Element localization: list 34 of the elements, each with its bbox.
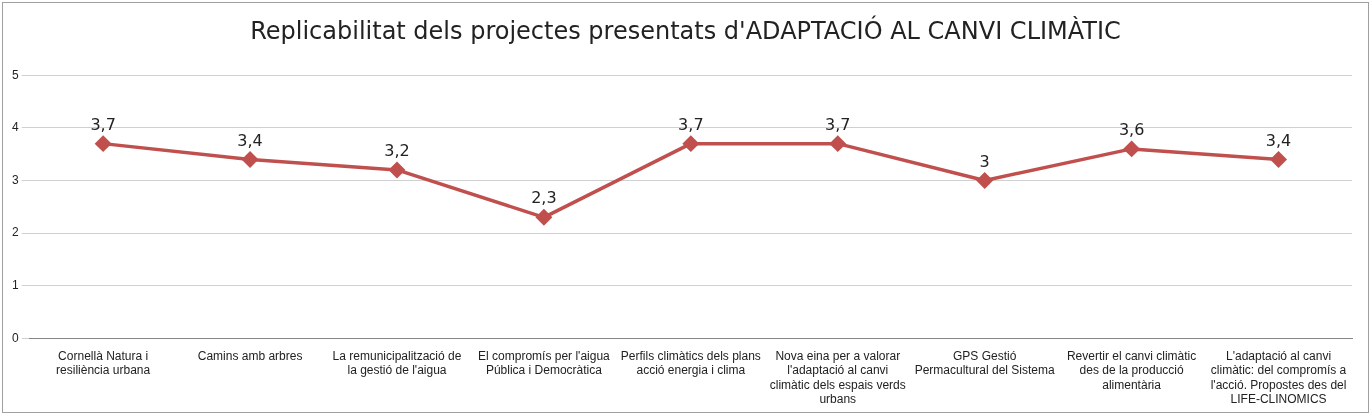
- x-tick-label: Cornellà Natura i resiliència urbana: [56, 348, 151, 378]
- point: [976, 172, 993, 189]
- data-label: 3,4: [1265, 130, 1292, 150]
- y-tick-label: 1: [11, 278, 19, 293]
- x-tick-label: GPS Gestió Permacultural del Sistema: [914, 348, 1056, 378]
- point: [830, 135, 846, 152]
- chart-title: Replicabilitat dels projectes presentats d'ADAPTACIÓ AL CANVI CLIMÀTIC: [249, 17, 1122, 45]
- point: [1270, 151, 1287, 168]
- x-tick-label: La remunicipalització de la gestió de l'aigua: [332, 348, 462, 378]
- x-tick-label: Nova eina per a valorar l'adaptació al canvi climàtic dels espais verds urbans: [769, 348, 906, 407]
- data-label: 3,4: [237, 130, 263, 150]
- x-tick-label: L'adaptació al canvi climàtic: del compromís a l'acció. Propostes des del LIFE-CLINOMICS: [1210, 348, 1347, 407]
- y-tick-label: 2: [11, 225, 19, 240]
- data-label: 3: [979, 151, 990, 171]
- x-tick-label: Revertir el canvi climàtic des de la producció alimentària: [1066, 348, 1197, 392]
- data-label: 3,6: [1118, 120, 1145, 140]
- point: [1123, 141, 1140, 157]
- point: [95, 135, 111, 152]
- point: [536, 209, 552, 226]
- point: [683, 135, 699, 152]
- x-tick-label: Perfils climàtics dels plans acció energia i clima: [620, 348, 761, 378]
- x-tick-label: El compromís per l'aigua Pública i Democràtica: [478, 348, 611, 378]
- y-tick-label: 3: [11, 172, 19, 187]
- data-label: 3,7: [678, 114, 704, 134]
- x-tick-label: Camins amb arbres: [197, 348, 303, 363]
- data-label: 3,2: [384, 141, 410, 161]
- y-tick-label: 0: [11, 330, 19, 345]
- y-tick-label: 4: [11, 120, 19, 135]
- data-label: 3,7: [90, 114, 116, 134]
- data-label: 2,3: [531, 188, 557, 208]
- point: [389, 162, 405, 178]
- y-tick-label: 5: [11, 67, 19, 82]
- data-label: 3,7: [825, 114, 851, 134]
- point: [242, 151, 258, 168]
